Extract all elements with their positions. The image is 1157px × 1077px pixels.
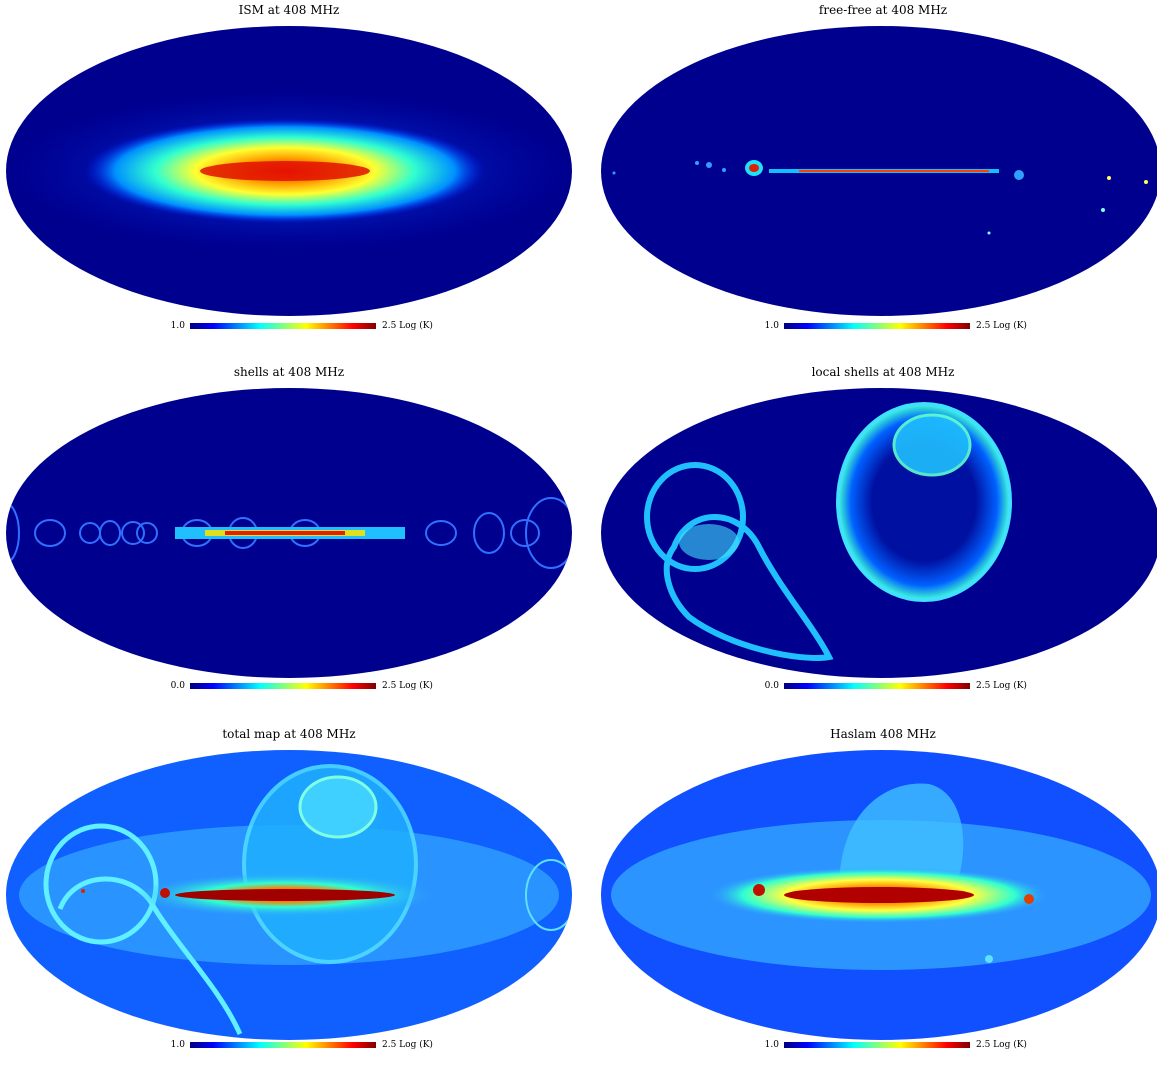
colorbar-min-label: 0.0	[764, 681, 779, 691]
shells-mollweide-map	[6, 388, 572, 678]
colorbar-min-label: 1.0	[764, 1040, 779, 1050]
panel-title: total map at 408 MHz	[222, 727, 356, 741]
colorbar: 1.0 2.5 Log (K)	[0, 1039, 578, 1051]
colorbar-max-label: 2.5 Log (K)	[976, 681, 1027, 691]
colorbar-max-label: 2.5 Log (K)	[382, 321, 433, 331]
colorbar-max-label: 2.5 Log (K)	[976, 1040, 1027, 1050]
local-shells-mollweide-map	[601, 388, 1157, 678]
panel-title: free-free at 408 MHz	[818, 3, 948, 17]
panel-free-free: free-free at 408 MHz 1.0 2.5 Log (K)	[594, 3, 1157, 353]
colorbar-max-label: 2.5 Log (K)	[382, 681, 433, 691]
panel-haslam: Haslam 408 MHz 1.0 2.5 Log (K)	[594, 727, 1157, 1077]
colorbar-gradient	[190, 323, 376, 329]
colorbar-min-label: 1.0	[764, 321, 779, 331]
colorbar-gradient	[784, 323, 970, 329]
panel-title: shells at 408 MHz	[233, 365, 345, 379]
ism-mollweide-map	[6, 26, 572, 316]
colorbar-max-label: 2.5 Log (K)	[382, 1040, 433, 1050]
panel-shells: shells at 408 MHz 0.0 2.5 Log (K)	[0, 365, 578, 715]
panel-title: local shells at 408 MHz	[811, 365, 955, 379]
colorbar-gradient	[190, 1042, 376, 1048]
colorbar-min-label: 0.0	[170, 681, 185, 691]
panel-total-map: total map at 408 MHz 1.0 2	[0, 727, 578, 1077]
total-mollweide-map	[6, 750, 572, 1040]
panel-title: ISM at 408 MHz	[238, 3, 340, 17]
panel-title: Haslam 408 MHz	[830, 727, 936, 741]
colorbar-gradient	[784, 1042, 970, 1048]
colorbar: 1.0 2.5 Log (K)	[594, 1039, 1157, 1051]
free-free-mollweide-map	[601, 26, 1157, 316]
colorbar: 1.0 2.5 Log (K)	[594, 320, 1157, 332]
colorbar-gradient	[190, 683, 376, 689]
colorbar: 1.0 2.5 Log (K)	[0, 320, 578, 332]
colorbar: 0.0 2.5 Log (K)	[594, 680, 1157, 692]
haslam-mollweide-map	[601, 750, 1157, 1040]
panel-local-shells: local shells at 408 MHz 0.0 2.5 Log (K)	[594, 365, 1157, 715]
colorbar-min-label: 1.0	[170, 321, 185, 331]
colorbar-max-label: 2.5 Log (K)	[976, 321, 1027, 331]
colorbar: 0.0 2.5 Log (K)	[0, 680, 578, 692]
panel-ism: ISM at 408 MHz 1.0 2.5 Log (K)	[0, 3, 578, 353]
colorbar-min-label: 1.0	[170, 1040, 185, 1050]
colorbar-gradient	[784, 683, 970, 689]
